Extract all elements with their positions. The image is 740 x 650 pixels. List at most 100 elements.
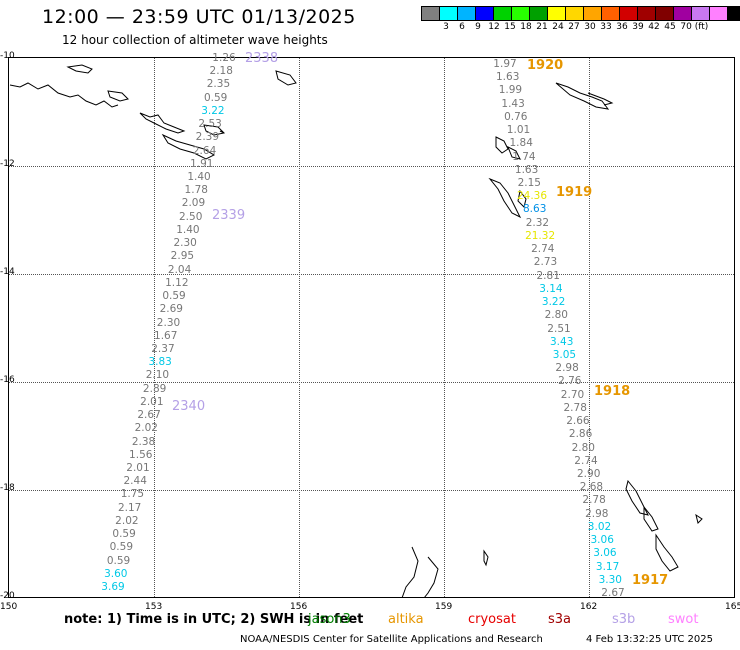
legend-swatch [511, 6, 530, 21]
map-plot-area [8, 57, 735, 598]
legend-swatch [673, 6, 692, 21]
legend-swatch [529, 6, 548, 21]
coastline-east-5 [488, 177, 522, 219]
wave-height-west: 2.37 [151, 342, 175, 355]
legend-labels: 3 6 9 12 15 18 21 24 27 30 33 36 39 42 45 70 (ft) [422, 22, 740, 34]
satellite-legend-item: s3a [548, 612, 572, 627]
wave-height-west: 2.02 [115, 514, 139, 527]
legend-swatch [475, 6, 494, 21]
coastline-east-3 [495, 136, 509, 154]
map-title: 12:00 — 23:59 UTC 01/13/2025 [42, 6, 356, 28]
coastline-east-6 [517, 189, 527, 208]
wave-height-west: 3.22 [201, 104, 225, 117]
wave-height-east: 2.98 [555, 362, 579, 375]
legend-label: 24 [552, 22, 564, 32]
pass-time-label: 2339 [212, 208, 246, 223]
grid-line-vertical [589, 58, 590, 597]
wave-height-east: 24.36 [516, 190, 548, 203]
color-legend: 3 6 9 12 15 18 21 24 27 30 33 36 39 42 45 70 (ft) [421, 6, 740, 32]
wave-height-west: 2.53 [198, 118, 222, 131]
satellite-legend-item: jason3 [308, 612, 351, 627]
pass-time-label: 1920 [527, 58, 564, 73]
wave-height-east: 1.84 [509, 137, 533, 150]
wave-height-west: 2.95 [170, 250, 195, 263]
legend-label: 27 [568, 22, 580, 32]
footer-note: note: 1) Time is in UTC; 2) SWH is in fe… [64, 612, 364, 627]
legend-label: 12 [488, 22, 500, 32]
y-tick-label: -12 [0, 159, 15, 169]
wave-height-east: 1.63 [514, 163, 539, 176]
wave-height-east: 1.97 [493, 58, 517, 70]
wave-height-east: 2.15 [517, 177, 541, 190]
wave-height-east: 2.78 [563, 401, 587, 414]
wave-height-east: 2.80 [571, 441, 595, 454]
coastline-west-1 [9, 82, 119, 108]
coastline-outlines [9, 64, 703, 598]
legend-swatch [637, 6, 656, 21]
y-tick-label: -18 [0, 483, 15, 493]
x-tick-label: 162 [580, 602, 598, 612]
legend-swatch [421, 6, 440, 21]
legend-swatch [709, 6, 728, 21]
legend-swatch [565, 6, 584, 21]
wave-height-east: 0.76 [504, 110, 528, 123]
legend-swatch [547, 6, 566, 21]
wave-height-east: 2.86 [568, 428, 593, 441]
legend-label: 42 [648, 22, 660, 32]
wave-height-east: 2.73 [533, 256, 558, 269]
coastline-west-5 [161, 133, 216, 160]
wave-height-west: 2.39 [195, 131, 220, 144]
wave-height-east: 2.80 [544, 309, 568, 322]
x-tick-label: 165 [725, 602, 740, 612]
wave-height-west: 1.26 [212, 52, 236, 64]
wave-height-east: 2.70 [560, 388, 585, 401]
wave-height-east: 3.30 [598, 573, 622, 586]
wave-height-west: 1.91 [190, 157, 214, 170]
legend-label: 3 [443, 22, 449, 32]
pass-time-label: 2338 [245, 51, 279, 66]
y-tick-label: -16 [0, 375, 15, 385]
map-subtitle: 12 hour collection of altimeter wave hei… [62, 33, 328, 47]
wave-height-east: 2.78 [582, 494, 606, 507]
wave-height-west: 2.02 [134, 422, 158, 435]
pass-time-label: 1918 [594, 384, 631, 399]
wave-height-west: 0.59 [112, 528, 136, 541]
coastline-west-4 [139, 112, 186, 134]
wave-height-east: 1.63 [495, 71, 520, 84]
legend-label: 45 [664, 22, 676, 32]
pass-time-label: 1917 [632, 573, 669, 588]
wave-height-east: 2.68 [579, 481, 604, 494]
coastline-east-9 [655, 533, 679, 572]
wave-height-east: 3.14 [539, 282, 563, 295]
legend-swatch [601, 6, 620, 21]
wave-height-west: 0.59 [162, 290, 186, 303]
legend-label: 39 [632, 22, 644, 32]
wave-height-west: 2.69 [159, 303, 183, 316]
wave-height-east: 2.32 [525, 216, 550, 229]
legend-swatch [493, 6, 512, 21]
legend-swatch [619, 6, 638, 21]
wave-height-east: 8.63 [522, 203, 547, 216]
footer-credit: NOAA/NESDIS Center for Satellite Applica… [240, 634, 543, 645]
wave-height-west: 2.17 [117, 501, 142, 514]
wave-height-west: 1.78 [184, 184, 208, 197]
y-tick-label: -20 [0, 591, 15, 601]
x-tick-label: 153 [145, 602, 163, 612]
coastline-west-7 [275, 70, 297, 86]
wave-height-west: 3.69 [101, 581, 125, 593]
wave-height-east: 2.74 [531, 243, 555, 256]
wave-height-west: 2.67 [137, 409, 161, 422]
wave-height-west: 2.04 [167, 263, 192, 276]
legend-label: 18 [520, 22, 532, 32]
grid-line-horizontal [9, 166, 734, 167]
wave-height-east: 1.74 [512, 150, 536, 163]
grid-line-horizontal [9, 274, 734, 275]
satellite-legend-item: s3b [612, 612, 636, 627]
wave-height-west: 2.89 [142, 382, 167, 395]
coastline-west-8 [219, 130, 225, 134]
wave-height-east: 1.01 [506, 124, 531, 137]
wave-height-west: 1.75 [120, 488, 145, 501]
legend-swatch [691, 6, 710, 21]
coastline-east-10 [695, 513, 703, 524]
wave-height-west: 3.83 [148, 356, 172, 369]
